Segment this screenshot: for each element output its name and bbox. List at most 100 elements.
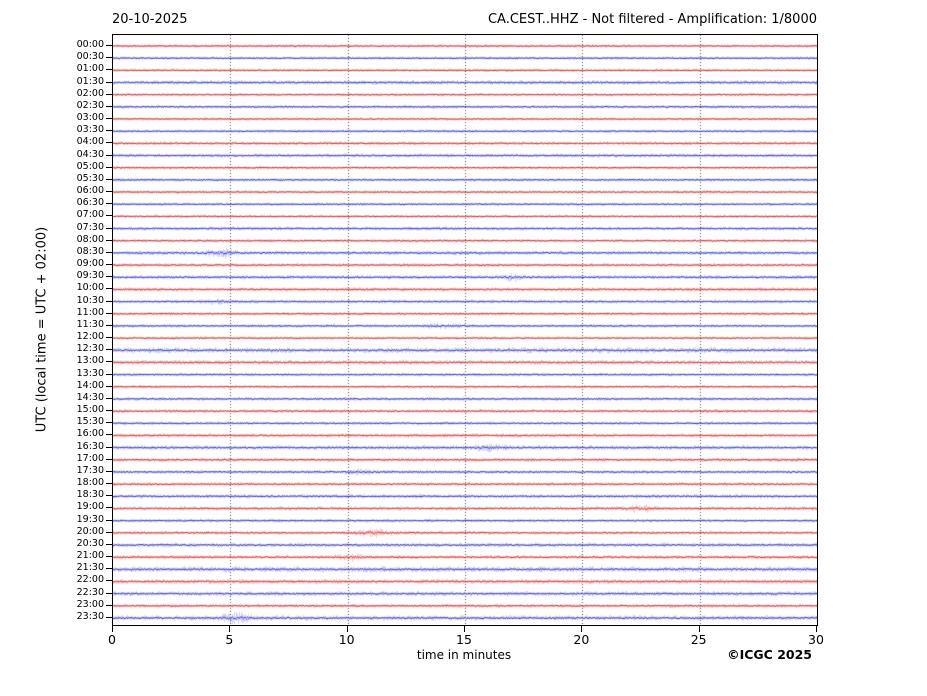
y-tick-mark [106,118,112,120]
y-tick-label: 08:30 [76,245,104,257]
x-tick-mark [229,626,231,632]
x-tick-mark [698,626,700,632]
x-tick-label: 5 [225,632,234,647]
y-tick-label: 06:30 [76,197,104,209]
y-tick-mark [106,227,112,229]
y-tick-label: 05:30 [76,172,104,184]
y-tick-label: 07:30 [76,221,104,233]
y-tick-mark [106,397,112,399]
y-tick-label: 11:30 [76,318,104,330]
y-tick-label: 17:00 [76,452,104,464]
y-tick-label: 11:00 [76,306,104,318]
y-tick-label: 15:30 [76,416,104,428]
y-tick-label: 19:30 [76,513,104,525]
y-tick-label: 14:30 [76,391,104,403]
y-tick-mark [106,507,112,509]
y-tick-mark [106,142,112,144]
y-tick-mark [106,154,112,156]
station-title: CA.CEST..HHZ - Not filtered - Amplificat… [487,12,817,27]
y-tick-label: 22:00 [76,574,104,586]
y-tick-mark [106,191,112,193]
y-tick-mark [106,312,112,314]
y-tick-label: 19:00 [76,501,104,513]
y-tick-label: 12:30 [76,343,104,355]
y-tick-mark [106,604,112,606]
y-tick-label: 22:30 [76,586,104,598]
y-tick-mark [106,81,112,83]
y-tick-mark [106,470,112,472]
y-tick-mark [106,166,112,168]
y-tick-label: 05:00 [76,160,104,172]
y-tick-mark [106,592,112,594]
y-tick-mark [106,349,112,351]
y-tick-label: 15:00 [76,404,104,416]
y-tick-label: 01:00 [76,63,104,75]
x-tick-mark [464,626,465,632]
copyright-credit: ©ICGC 2025 [727,647,812,662]
x-tick-mark [816,626,817,632]
y-tick-mark [106,385,112,387]
y-tick-label: 18:00 [76,477,104,489]
y-tick-label: 14:00 [76,379,104,391]
y-tick-mark [106,300,112,302]
y-tick-mark [106,458,112,460]
y-tick-mark [106,531,112,533]
x-tick-label: 30 [808,632,824,647]
y-tick-mark [106,446,112,448]
y-tick-label: 18:30 [76,489,104,501]
y-tick-mark [106,483,112,485]
y-tick-label: 12:00 [76,331,104,343]
y-tick-mark [106,203,112,205]
y-tick-mark [106,178,112,180]
y-tick-label: 03:00 [76,112,104,124]
y-tick-mark [106,105,112,107]
y-tick-label: 16:00 [76,428,104,440]
y-tick-label: 02:30 [76,99,104,111]
y-tick-label: 09:30 [76,270,104,282]
y-tick-mark [106,495,112,497]
y-tick-mark [106,130,112,132]
y-tick-label: 01:30 [76,75,104,87]
y-tick-label: 06:00 [76,185,104,197]
y-tick-mark [106,324,112,326]
y-tick-mark [106,57,112,59]
y-tick-mark [106,215,112,217]
y-tick-label: 16:30 [76,440,104,452]
y-tick-mark [106,264,112,266]
x-tick-label: 10 [338,632,355,647]
y-tick-mark [106,361,112,363]
x-tick-label: 15 [456,632,472,647]
x-tick-mark [581,626,583,632]
y-tick-mark [106,580,112,582]
x-axis-label: time in minutes [416,648,512,662]
y-tick-mark [106,617,112,618]
seismogram-traces [113,35,817,625]
y-tick-label: 02:00 [76,87,104,99]
y-tick-label: 10:00 [76,282,104,294]
y-tick-mark [106,239,112,241]
y-tick-mark [106,434,112,436]
x-tick-label: 25 [690,632,707,647]
x-tick-mark [346,626,348,632]
x-tick-label: 20 [573,632,590,647]
x-tick-label: 0 [108,632,116,647]
y-tick-label: 07:00 [76,209,104,221]
x-tick-mark [112,626,113,632]
y-tick-mark [106,251,112,253]
y-tick-label: 00:30 [76,51,104,63]
y-tick-label: 13:00 [76,355,104,367]
y-tick-mark [106,69,112,71]
y-tick-mark [106,288,112,290]
y-tick-mark [106,45,112,46]
plot-frame [112,34,818,626]
date-title: 20-10-2025 [112,12,188,27]
y-tick-mark [106,543,112,545]
y-tick-mark [106,568,112,570]
y-tick-label: 13:30 [76,367,104,379]
y-tick-label: 20:00 [76,525,104,537]
y-tick-label: 04:00 [76,136,104,148]
y-tick-label: 09:00 [76,258,104,270]
y-tick-label: 10:30 [76,294,104,306]
y-tick-mark [106,410,112,412]
